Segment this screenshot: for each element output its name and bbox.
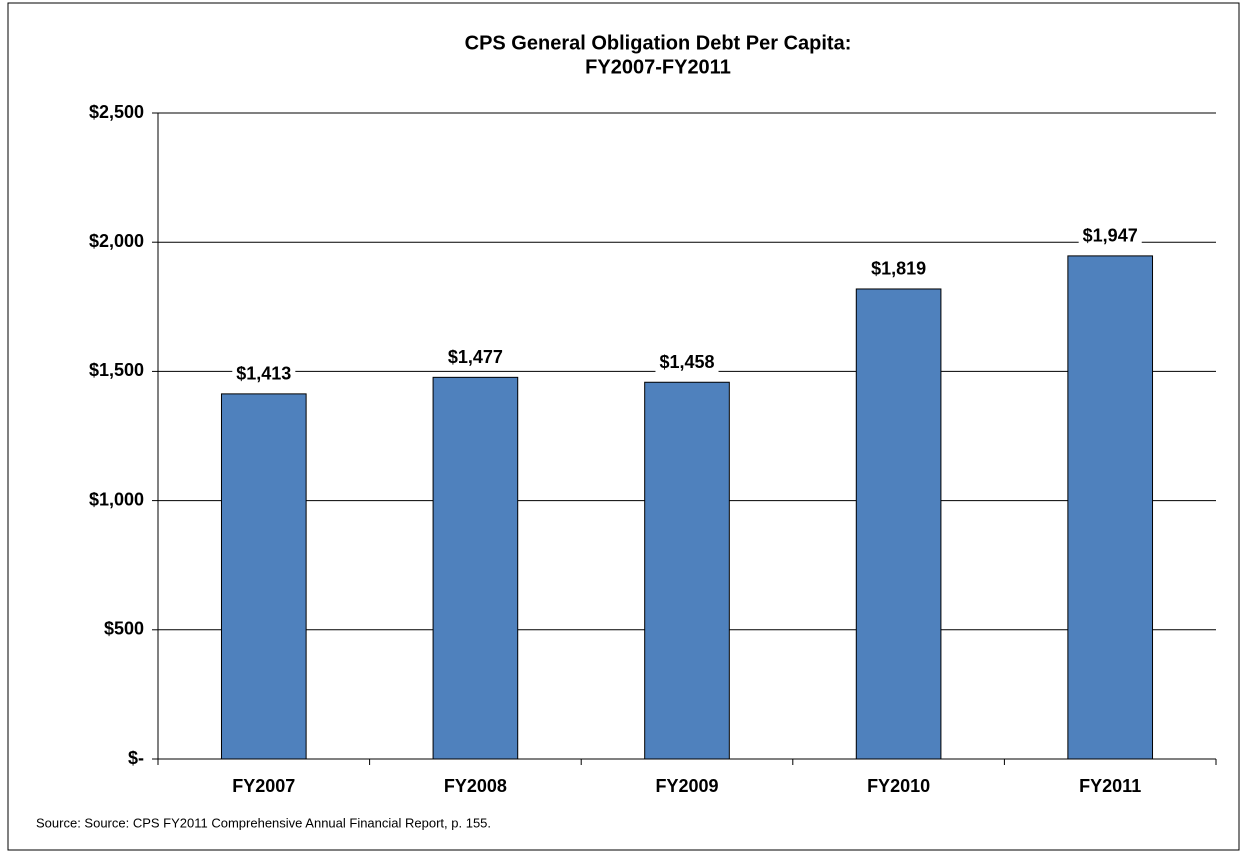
value-label-bg [1078, 224, 1142, 247]
value-label-bg [232, 362, 296, 385]
y-tick-label: $1,000 [89, 489, 144, 509]
bar [644, 381, 730, 760]
value-label: $1,477 [448, 347, 503, 367]
y-tick-label: $500 [104, 619, 144, 639]
y-tick-label: $- [128, 748, 144, 768]
bar [220, 393, 307, 760]
value-label: $1,413 [236, 364, 291, 384]
value-label-bg [867, 257, 931, 280]
value-label-bg [443, 346, 507, 369]
x-tick-label: FY2010 [867, 776, 930, 796]
y-tick-label: $2,500 [89, 102, 144, 122]
y-tick-label: $1,500 [89, 360, 144, 380]
source-note: Source: Source: CPS FY2011 Comprehensive… [36, 815, 491, 830]
x-tick-label: FY2007 [232, 776, 295, 796]
value-label: $1,947 [1083, 226, 1138, 246]
bar [432, 376, 519, 760]
x-tick-label: FY2011 [1079, 776, 1141, 796]
x-tick-label: FY2008 [444, 776, 507, 796]
bar [855, 288, 942, 760]
value-label: $1,458 [659, 352, 714, 372]
chart-border [7, 2, 1240, 851]
y-tick-label: $2,000 [89, 231, 144, 251]
value-label-bg [655, 351, 719, 374]
bar [1067, 255, 1154, 760]
value-label: $1,819 [871, 259, 926, 279]
x-tick-label: FY2009 [655, 776, 718, 796]
chart-subtitle: FY2007-FY2011 [585, 56, 731, 78]
chart-title: CPS General Obligation Debt Per Capita: [465, 32, 852, 54]
